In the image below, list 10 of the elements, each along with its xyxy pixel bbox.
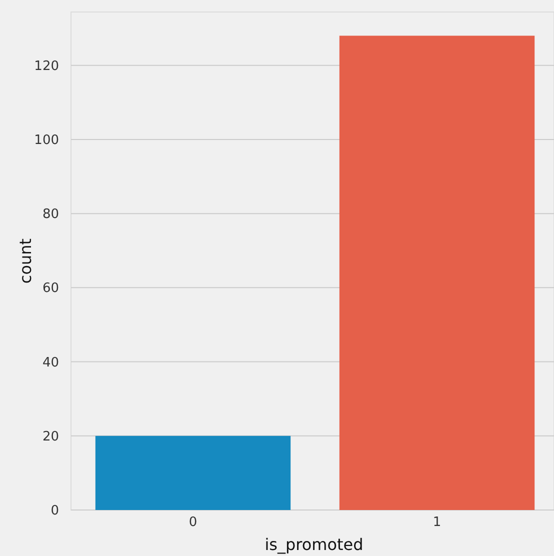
x-tick-label: 1	[432, 515, 442, 530]
y-axis-title: count	[16, 238, 35, 284]
y-tick-label: 100	[34, 133, 59, 148]
y-tick-label: 80	[42, 207, 59, 222]
y-tick-label: 60	[42, 281, 59, 296]
x-axis-title: is_promoted	[264, 535, 364, 554]
y-tick-label: 120	[34, 58, 59, 74]
y-tick-label: 40	[42, 355, 59, 370]
y-tick-label: 0	[50, 504, 59, 519]
y-tick-label: 20	[42, 429, 59, 444]
